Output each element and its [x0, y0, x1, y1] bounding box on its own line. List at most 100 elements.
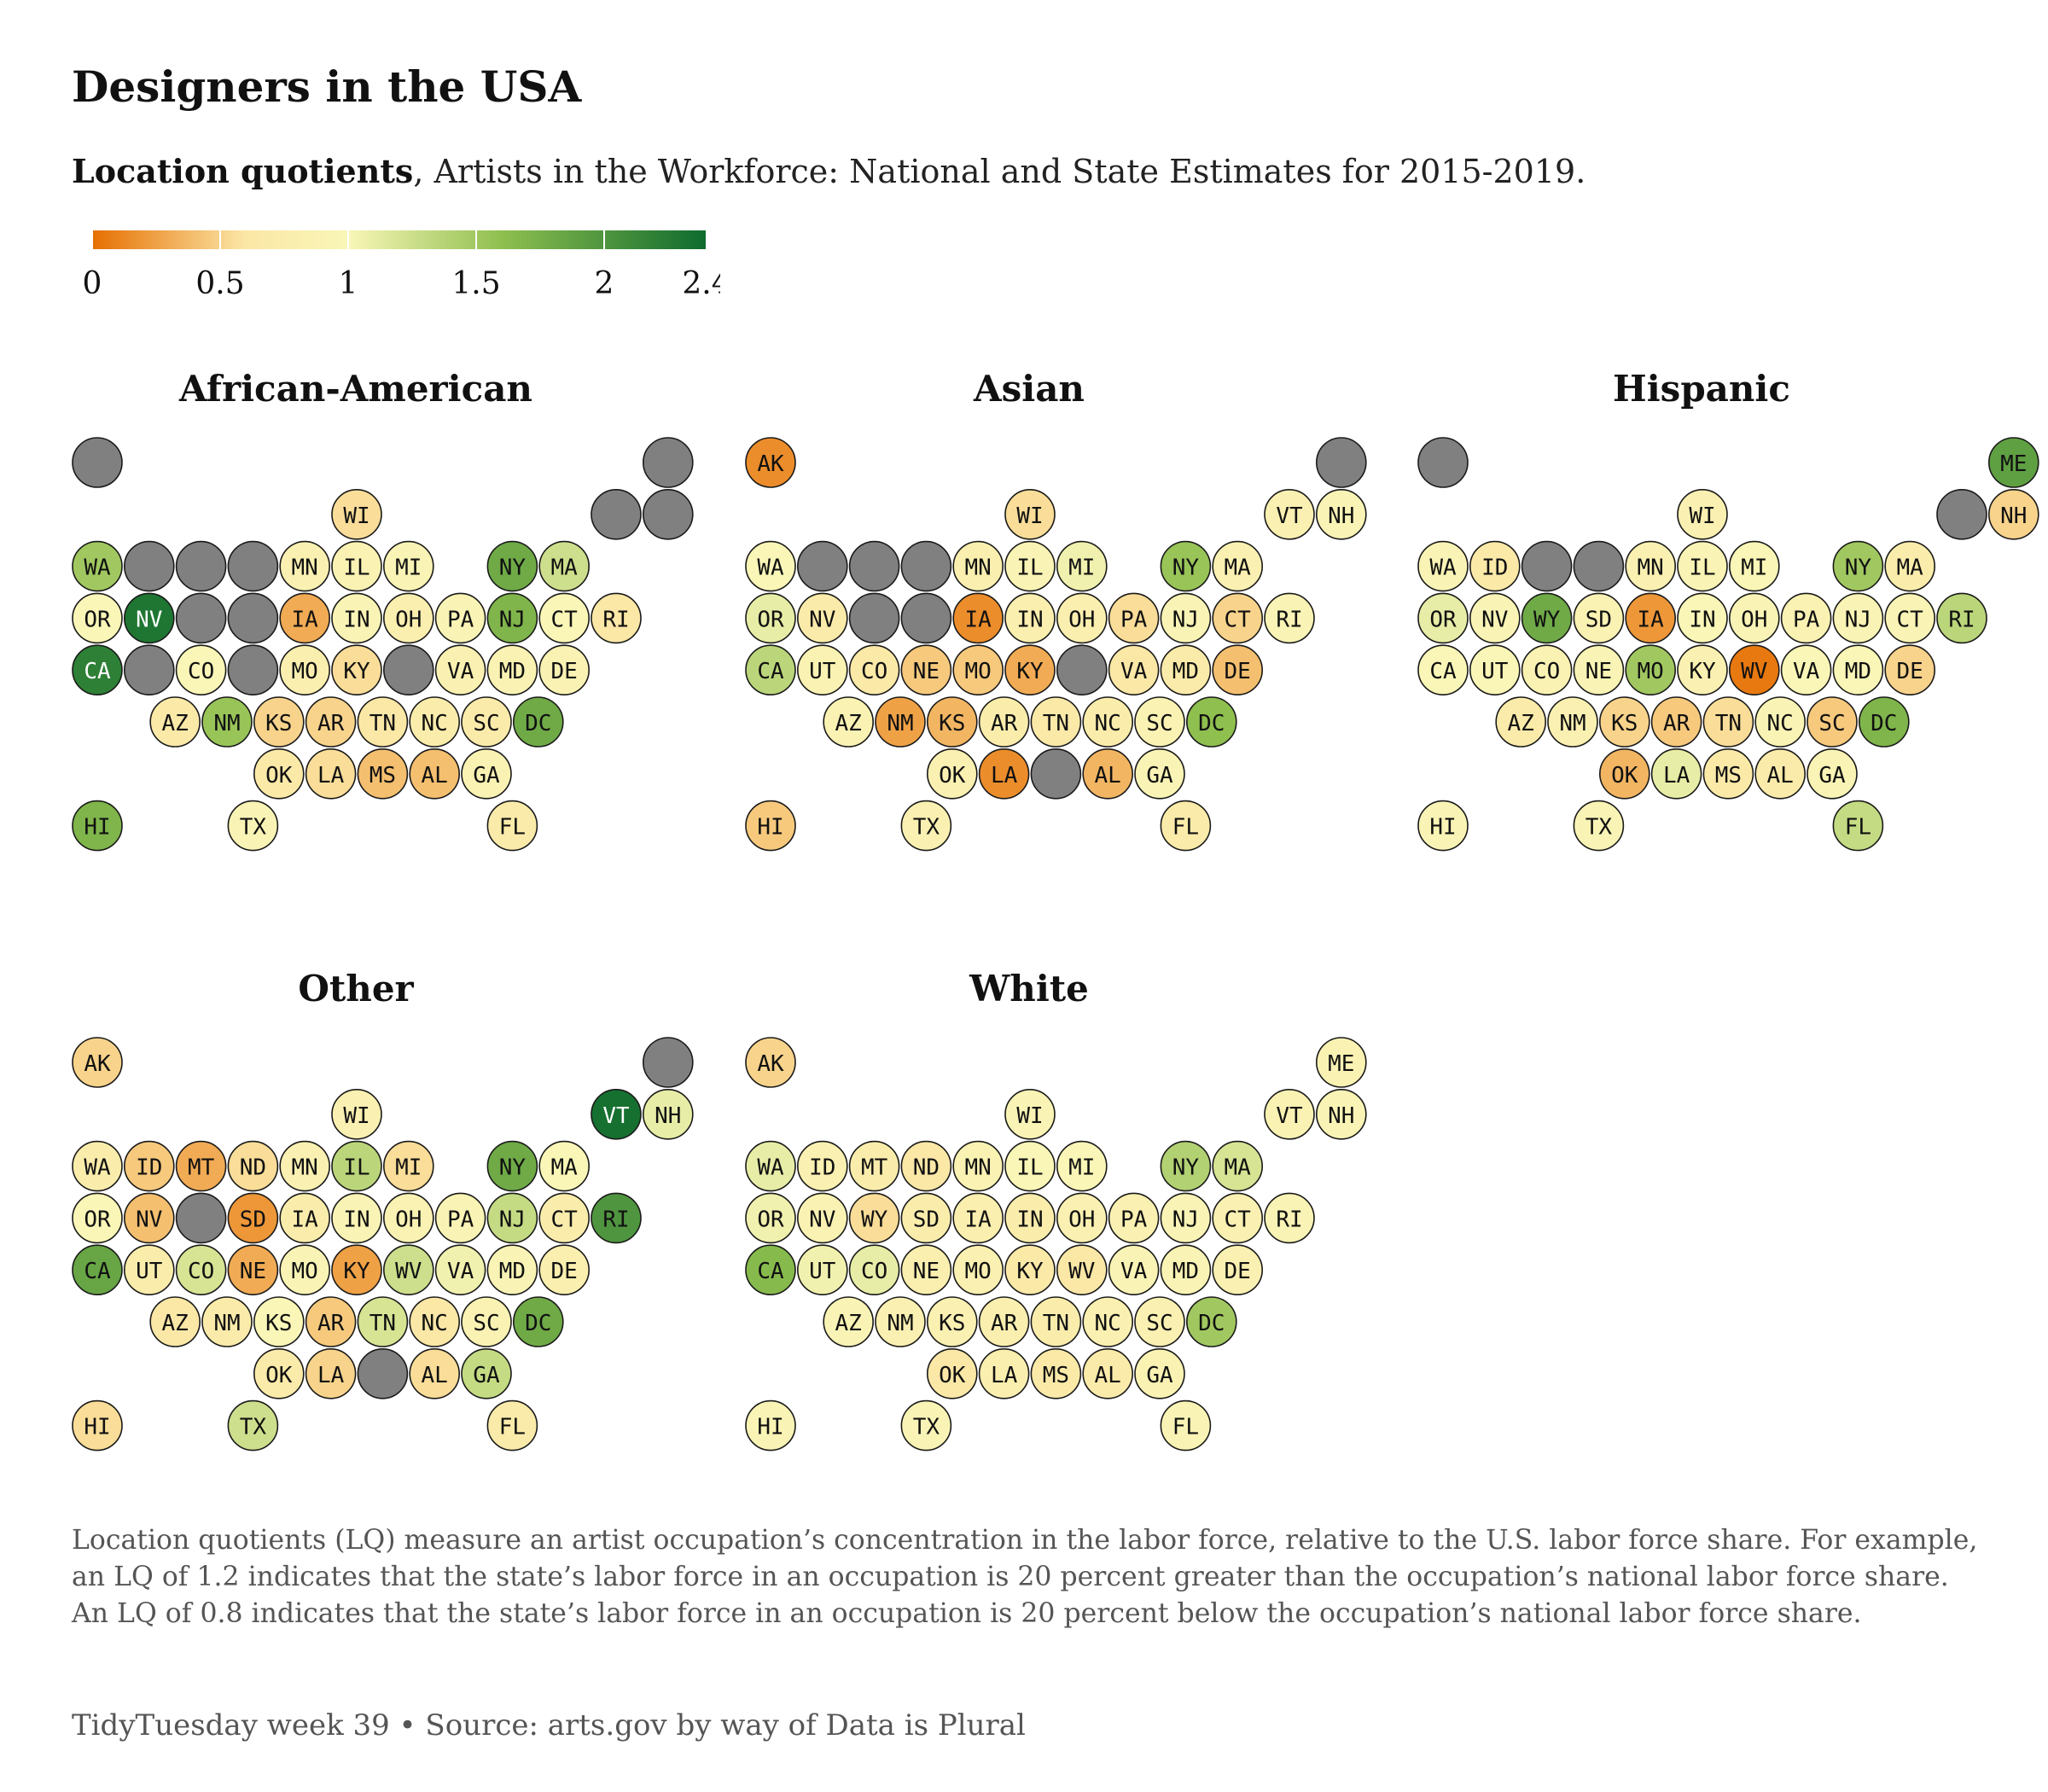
state-label: NJ — [499, 1207, 526, 1232]
state-tile-ri — [1264, 592, 1315, 644]
state-tile-al — [1082, 748, 1133, 800]
state-label: IL — [343, 556, 369, 581]
state-tile-al — [409, 748, 461, 800]
state-tile-ky — [1004, 644, 1056, 696]
state-label: DC — [525, 1311, 551, 1336]
state-tile-ne — [227, 644, 279, 696]
state-label: HI — [757, 815, 783, 841]
state-tile-mi — [1056, 1140, 1108, 1192]
state-tile-nv — [124, 592, 175, 644]
state-tile-mo — [952, 644, 1004, 696]
state-tile-dc — [512, 696, 564, 748]
state-label: NH — [655, 1103, 681, 1129]
state-label: IA — [292, 1207, 319, 1232]
state-tile-co — [175, 1244, 227, 1295]
state-label: CA — [1429, 659, 1457, 684]
state-label: FL — [1172, 1415, 1199, 1440]
state-tile-wi — [1004, 1089, 1056, 1140]
state-tile-ia — [279, 1192, 331, 1244]
state-label: MT — [861, 1155, 888, 1181]
state-tile-ct — [538, 1192, 591, 1244]
state-label: MA — [1225, 1155, 1252, 1181]
state-label: DC — [1198, 711, 1225, 736]
state-tile-va — [434, 644, 486, 696]
state-label: NH — [1328, 503, 1354, 529]
state-tile-or — [72, 1192, 123, 1244]
state-label: AR — [991, 711, 1018, 736]
state-label: DE — [1897, 659, 1923, 684]
state-label: MS — [1043, 1363, 1069, 1388]
state-label: SD — [913, 1207, 940, 1232]
state-tile-me — [642, 437, 694, 488]
state-tile-ut — [124, 1244, 175, 1295]
state-label: KS — [939, 1311, 965, 1336]
state-label: NV — [809, 1207, 835, 1232]
state-tile-nd — [227, 1140, 279, 1192]
state-label: AL — [422, 1363, 448, 1388]
state-tile-wv — [382, 644, 434, 696]
state-label: CT — [1225, 607, 1252, 632]
state-label: MI — [1068, 556, 1095, 581]
state-tile-nd — [227, 540, 279, 592]
state-label: MO — [965, 659, 992, 684]
state-label: CO — [861, 659, 887, 684]
state-label: WA — [84, 556, 111, 581]
panel-title: Other — [298, 968, 414, 1009]
state-label: CA — [84, 1259, 111, 1284]
state-label: MD — [499, 1259, 526, 1284]
state-label: TX — [240, 815, 267, 841]
state-tile-la — [978, 1348, 1030, 1399]
state-tile-hi — [72, 800, 123, 852]
state-label: MD — [1172, 1259, 1199, 1284]
state-tile-ct — [1212, 592, 1263, 644]
state-tile-vt — [1264, 1089, 1315, 1140]
state-label: VT — [1276, 503, 1303, 529]
state-tile-ma — [538, 1140, 591, 1192]
state-tile-me — [1316, 1037, 1367, 1088]
state-tile-ca — [72, 644, 123, 696]
state-tile-tn — [357, 1296, 409, 1347]
state-tile-oh — [1056, 1192, 1108, 1244]
state-tile-pa — [1108, 1192, 1160, 1244]
state-label: AZ — [162, 1311, 189, 1336]
state-tile-wv — [1056, 1244, 1108, 1295]
panel-title: Asian — [973, 368, 1085, 410]
state-tile-ia — [952, 1192, 1004, 1244]
state-label: NC — [1095, 711, 1121, 736]
state-tile-ma — [538, 540, 591, 592]
state-tile-pa — [1108, 592, 1160, 644]
state-label: NC — [422, 711, 448, 736]
state-label: NJ — [1845, 607, 1871, 632]
state-label: CA — [757, 1259, 784, 1284]
panel-title: African-American — [178, 368, 532, 410]
state-label: KY — [343, 659, 370, 684]
state-label: AR — [1663, 711, 1690, 736]
state-tile-in — [1004, 592, 1056, 644]
state-label: MO — [1638, 659, 1664, 684]
state-tile-az — [823, 1296, 875, 1347]
state-label: AL — [1095, 1363, 1121, 1388]
state-tile-in — [331, 592, 382, 644]
state-label: GA — [473, 1363, 500, 1388]
state-label: MO — [965, 1259, 992, 1284]
state-label: WV — [1741, 659, 1767, 684]
state-tile-ok — [253, 1348, 305, 1399]
state-label: OK — [1611, 763, 1638, 788]
state-tile-vt — [1936, 488, 1987, 540]
state-tile-vt — [591, 1089, 642, 1140]
state-tile-pa — [434, 1192, 486, 1244]
state-tile-nh — [1988, 488, 2039, 540]
state-label: MO — [292, 659, 318, 684]
state-tile-ut — [1469, 644, 1521, 696]
state-tile-wy — [848, 592, 900, 644]
state-tile-oh — [1729, 592, 1780, 644]
state-label: CT — [1225, 1207, 1252, 1232]
state-tile-mt — [848, 1140, 900, 1192]
state-tile-mn — [279, 1140, 331, 1192]
state-label: OR — [757, 1207, 784, 1232]
legend-ticks: 0 0.5 1 1.5 2 2.4 — [83, 230, 720, 301]
state-tile-mo — [279, 644, 331, 696]
subtitle-rest: , Artists in the Workforce: National and… — [413, 153, 1586, 190]
state-label: MT — [188, 1155, 215, 1181]
state-tile-ar — [305, 1296, 357, 1347]
